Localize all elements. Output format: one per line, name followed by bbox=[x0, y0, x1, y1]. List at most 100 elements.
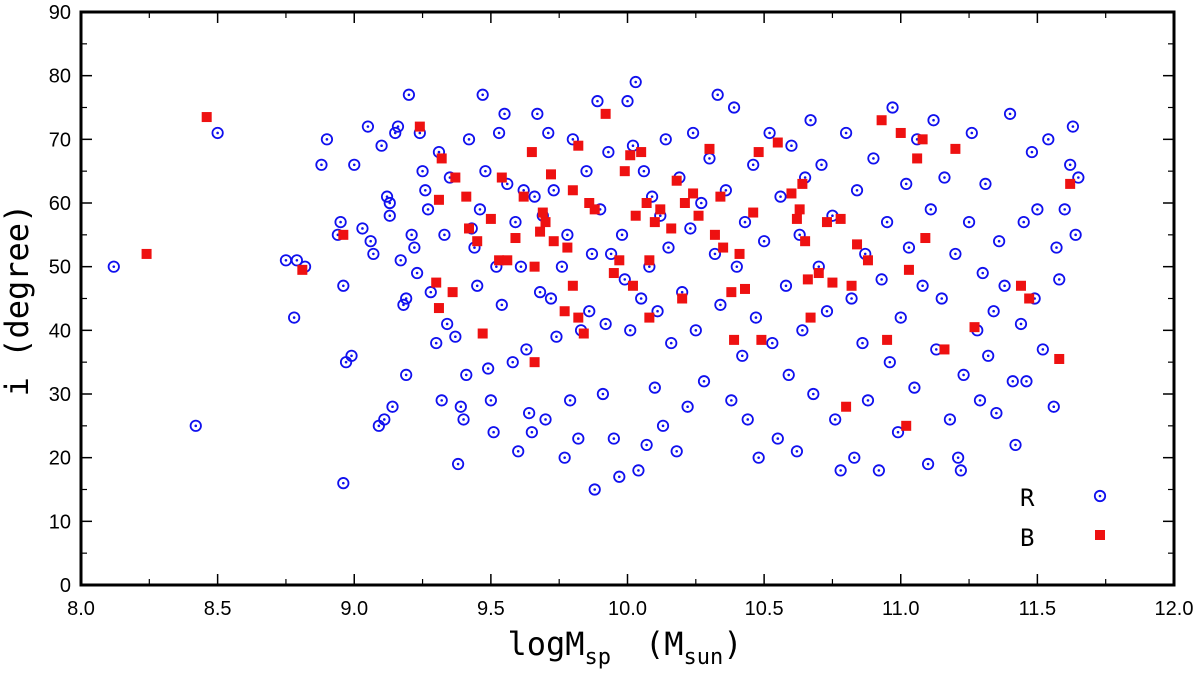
r-point-dot bbox=[992, 309, 995, 313]
r-point-ring bbox=[993, 235, 1006, 248]
r-point-ring bbox=[337, 279, 350, 292]
r-point bbox=[624, 324, 637, 337]
r-point bbox=[1025, 145, 1039, 159]
r-point-dot bbox=[112, 265, 116, 268]
r-point-ring bbox=[815, 158, 828, 171]
r-point bbox=[596, 387, 610, 401]
r-point-dot bbox=[587, 309, 591, 313]
r-point-ring bbox=[738, 216, 752, 229]
r-point bbox=[482, 362, 495, 375]
b-point bbox=[1065, 178, 1076, 189]
y-tick-label: 60 bbox=[49, 193, 71, 215]
r-point-dot bbox=[1019, 322, 1023, 326]
r-point-dot bbox=[812, 392, 815, 396]
r-point bbox=[894, 311, 907, 324]
r-point-dot bbox=[751, 163, 755, 167]
b-point bbox=[800, 236, 811, 247]
r-point bbox=[689, 324, 702, 337]
b-point bbox=[608, 268, 619, 279]
r-point bbox=[555, 260, 569, 273]
x-tick-label: 8.5 bbox=[204, 598, 232, 620]
r-point-ring bbox=[367, 247, 380, 261]
y-tick-label: 0 bbox=[60, 575, 71, 597]
r-point-ring bbox=[648, 381, 661, 394]
b-point bbox=[1024, 293, 1035, 304]
r-point bbox=[462, 133, 476, 146]
r-point-dot bbox=[607, 150, 610, 154]
r-point bbox=[375, 139, 388, 152]
b-point bbox=[589, 204, 600, 215]
r-point-dot bbox=[377, 424, 381, 428]
b-point bbox=[614, 255, 625, 266]
r-point bbox=[484, 394, 497, 407]
b-point bbox=[540, 217, 551, 228]
r-point-dot bbox=[423, 188, 427, 192]
r-point bbox=[747, 158, 760, 171]
r-point-dot bbox=[388, 201, 392, 205]
r-point bbox=[943, 413, 957, 426]
r-point bbox=[400, 368, 413, 381]
r-point-ring bbox=[580, 165, 593, 178]
r-point-ring bbox=[1047, 400, 1060, 413]
r-point-dot bbox=[784, 284, 788, 288]
r-point-dot bbox=[563, 456, 566, 459]
r-point bbox=[725, 394, 738, 407]
r-point-ring bbox=[779, 279, 793, 292]
r-point-dot bbox=[735, 265, 739, 268]
r-point-dot bbox=[555, 335, 558, 339]
r-point-ring bbox=[509, 216, 522, 229]
r-point-dot bbox=[754, 316, 758, 319]
r-point-dot bbox=[519, 265, 523, 268]
r-point-ring bbox=[596, 387, 610, 401]
r-point bbox=[189, 419, 202, 432]
r-point bbox=[1003, 107, 1017, 120]
r-point-ring bbox=[711, 88, 724, 101]
r-point-dot bbox=[790, 144, 793, 147]
r-point-ring bbox=[1050, 241, 1063, 254]
r-point bbox=[386, 400, 399, 413]
r-point-dot bbox=[713, 252, 717, 256]
b-point bbox=[548, 236, 559, 247]
r-point bbox=[542, 126, 555, 140]
tick-labels: 8.0 8.5 9.0 9.5 10.0 10.5 11.0 11.5 12.0 0 10 20 30 4… bbox=[49, 2, 1194, 620]
r-point-dot bbox=[590, 252, 594, 256]
r-point-ring bbox=[708, 247, 722, 261]
r-point-dot bbox=[650, 195, 654, 198]
r-point-ring bbox=[848, 451, 861, 464]
axis-ticks bbox=[80, 11, 1175, 586]
r-point bbox=[640, 438, 653, 452]
r-point bbox=[807, 387, 820, 401]
b-point bbox=[802, 274, 813, 285]
r-point-dot bbox=[1052, 405, 1056, 409]
r-point-ring bbox=[695, 196, 708, 210]
r-point bbox=[211, 126, 224, 140]
r-point-dot bbox=[410, 233, 413, 237]
b-point bbox=[786, 188, 797, 199]
r-point-ring bbox=[337, 477, 350, 490]
r-point-ring bbox=[378, 413, 391, 426]
r-point bbox=[479, 165, 492, 178]
r-point bbox=[1031, 203, 1044, 216]
r-point-ring bbox=[1009, 438, 1022, 452]
r-point-dot bbox=[702, 379, 706, 383]
b-point bbox=[494, 255, 505, 266]
r-point-ring bbox=[856, 336, 869, 350]
r-point-ring bbox=[839, 126, 853, 140]
r-point-ring bbox=[763, 126, 776, 140]
r-point-ring bbox=[861, 394, 875, 407]
b-point bbox=[969, 322, 980, 333]
r-point-ring bbox=[943, 413, 957, 426]
r-point bbox=[605, 247, 618, 261]
r-point bbox=[279, 254, 293, 267]
b-point bbox=[584, 198, 595, 208]
r-point-dot bbox=[839, 469, 842, 472]
r-point bbox=[979, 177, 992, 190]
b-point bbox=[726, 287, 737, 298]
b-point bbox=[461, 191, 472, 202]
b-point bbox=[895, 127, 906, 138]
r-point-ring bbox=[771, 432, 784, 445]
r-point-ring bbox=[400, 368, 413, 381]
r-point bbox=[394, 254, 407, 267]
r-point-ring bbox=[1025, 145, 1039, 159]
r-point bbox=[383, 196, 396, 210]
